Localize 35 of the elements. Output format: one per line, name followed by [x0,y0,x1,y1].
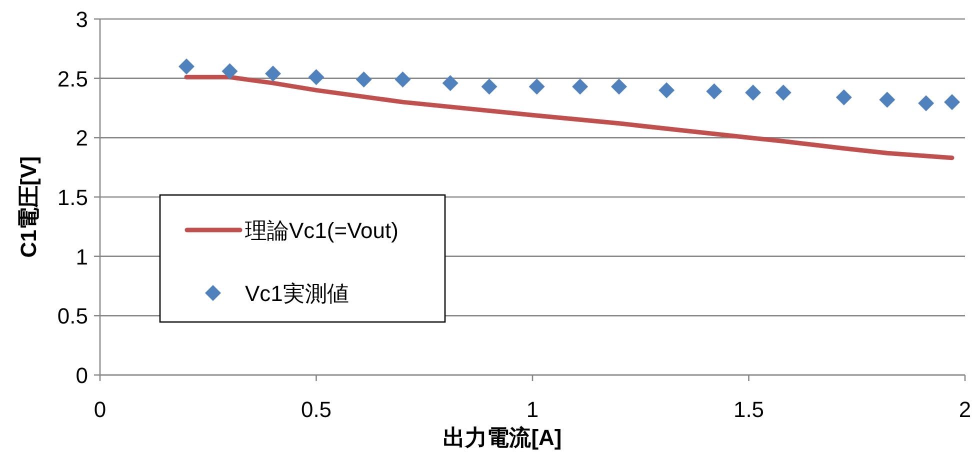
y-tick-label: 0 [76,363,88,388]
point [879,92,896,108]
point [442,75,458,92]
x-tick-label: 2 [958,397,972,422]
y-tick-label: 2.5 [57,66,88,92]
x-tick-label: 0 [94,397,106,422]
legend-label: 理論Vc1(=Vout) [245,218,398,243]
y-tick-label: 3 [76,7,88,32]
y-tick-label: 2 [76,126,88,151]
point [356,72,372,88]
point [944,94,960,110]
y-axis-title: C1電圧[V] [16,156,41,258]
x-axis-title: 出力電流[A] [443,425,562,450]
point [706,83,722,100]
x-tick-label: 1 [526,397,539,422]
y-tick-label: 0.5 [57,304,88,329]
point [265,66,281,82]
y-tick-label: 1 [76,244,88,270]
point [222,63,238,80]
point [775,84,792,101]
point [918,95,934,112]
point [178,58,194,74]
point [308,69,324,86]
point [745,84,762,101]
x-tick-label: 1.5 [733,397,764,422]
point [572,78,588,95]
y-tick-label: 1.5 [57,185,88,210]
point [611,78,627,95]
x-tick-label: 0.5 [300,397,332,422]
point [528,78,545,95]
point [481,78,498,95]
point [394,72,411,88]
point [658,82,675,98]
legend-label: Vc1実測値 [245,281,349,306]
point [836,89,852,106]
